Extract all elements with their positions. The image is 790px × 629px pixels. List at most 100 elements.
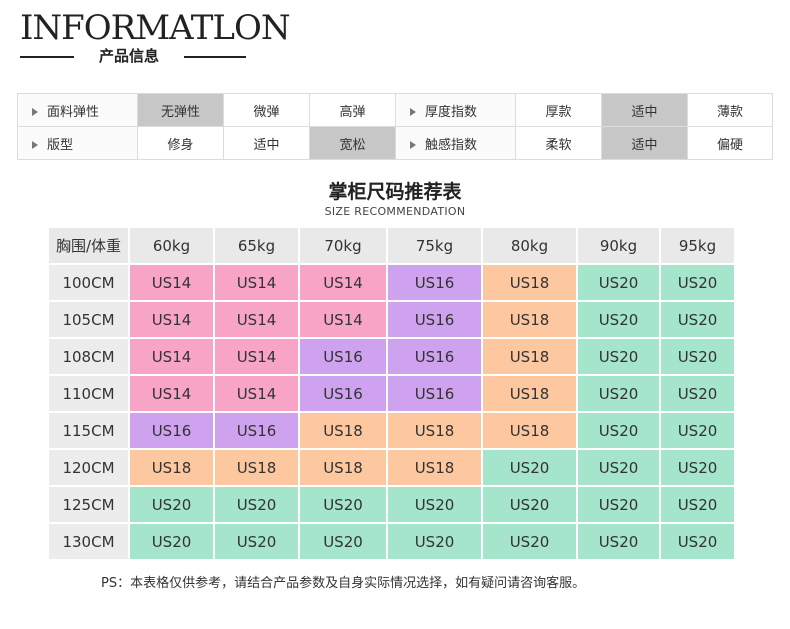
size-cell: US20 — [661, 524, 734, 559]
size-cell: US14 — [215, 376, 298, 411]
triangle-right-icon — [32, 108, 38, 116]
size-cell: US16 — [388, 302, 481, 337]
column-header-weight: 90kg — [578, 228, 659, 263]
size-cell: US20 — [578, 413, 659, 448]
size-cell: US14 — [130, 302, 213, 337]
size-table-corner-header: 胸围/体重 — [49, 228, 128, 263]
divider-line-right — [184, 56, 246, 58]
info-option: 高弹 — [309, 93, 396, 127]
page-title: INFORMATLON — [20, 8, 291, 48]
info-label-text: 厚度指数 — [425, 104, 478, 120]
size-cell: US14 — [130, 265, 213, 300]
info-label-text: 触感指数 — [425, 137, 478, 153]
size-cell: US20 — [483, 450, 576, 485]
size-cell: US16 — [388, 265, 481, 300]
size-row: 115CM US16 US16 US18 US18 US18 US20 US20 — [49, 413, 734, 448]
size-cell: US16 — [215, 413, 298, 448]
column-header-weight: 65kg — [215, 228, 298, 263]
size-cell: US14 — [215, 302, 298, 337]
info-option: 薄款 — [687, 93, 773, 127]
size-cell: US16 — [300, 339, 386, 374]
info-option-selected: 无弹性 — [137, 93, 224, 127]
size-cell: US20 — [578, 487, 659, 522]
product-info-table: 面料弹性 无弹性 微弹 高弹 厚度指数 厚款 适中 薄款 版型 修身 适中 宽松 触感指数 柔软 适中 偏硬 — [17, 93, 773, 160]
size-cell: US20 — [300, 487, 386, 522]
size-cell: US20 — [661, 450, 734, 485]
size-cell: US20 — [578, 524, 659, 559]
size-cell: US14 — [215, 265, 298, 300]
column-header-weight: 75kg — [388, 228, 481, 263]
size-cell: US20 — [661, 376, 734, 411]
row-header-chest: 125CM — [49, 487, 128, 522]
size-cell: US20 — [661, 413, 734, 448]
info-option: 适中 — [223, 126, 310, 160]
size-cell: US20 — [578, 339, 659, 374]
info-row: 版型 修身 适中 宽松 触感指数 柔软 适中 偏硬 — [17, 126, 773, 160]
size-cell: US18 — [388, 413, 481, 448]
size-row: 100CM US14 US14 US14 US16 US18 US20 US20 — [49, 265, 734, 300]
row-header-chest: 130CM — [49, 524, 128, 559]
column-header-weight: 80kg — [483, 228, 576, 263]
size-cell: US20 — [578, 376, 659, 411]
info-option: 修身 — [137, 126, 224, 160]
size-cell: US20 — [483, 487, 576, 522]
size-cell: US16 — [388, 339, 481, 374]
row-header-chest: 108CM — [49, 339, 128, 374]
row-header-chest: 120CM — [49, 450, 128, 485]
info-label: 触感指数 — [395, 126, 516, 160]
size-cell: US14 — [300, 265, 386, 300]
size-cell: US20 — [300, 524, 386, 559]
size-cell: US18 — [215, 450, 298, 485]
size-cell: US18 — [483, 413, 576, 448]
row-header-chest: 100CM — [49, 265, 128, 300]
size-cell: US18 — [483, 265, 576, 300]
info-option-selected: 适中 — [601, 126, 688, 160]
size-cell: US18 — [300, 413, 386, 448]
page-subtitle: 产品信息 — [98, 47, 159, 65]
info-label: 版型 — [17, 126, 138, 160]
size-row: 110CM US14 US14 US16 US16 US18 US20 US20 — [49, 376, 734, 411]
size-row: 125CM US20 US20 US20 US20 US20 US20 US20 — [49, 487, 734, 522]
size-cell: US18 — [483, 302, 576, 337]
triangle-right-icon — [32, 141, 38, 149]
size-cell: US20 — [215, 524, 298, 559]
size-row: 108CM US14 US14 US16 US16 US18 US20 US20 — [49, 339, 734, 374]
triangle-right-icon — [410, 108, 416, 116]
size-table-title: 掌柜尺码推荐表 — [328, 181, 462, 203]
info-option-selected: 宽松 — [309, 126, 396, 160]
size-cell: US20 — [661, 265, 734, 300]
size-cell: US14 — [130, 339, 213, 374]
size-cell: US18 — [388, 450, 481, 485]
column-header-weight: 70kg — [300, 228, 386, 263]
size-cell: US20 — [661, 339, 734, 374]
size-cell: US20 — [388, 487, 481, 522]
size-cell: US16 — [388, 376, 481, 411]
size-row: 105CM US14 US14 US14 US16 US18 US20 US20 — [49, 302, 734, 337]
size-cell: US20 — [483, 524, 576, 559]
size-recommendation-table: 胸围/体重 60kg 65kg 70kg 75kg 80kg 90kg 95kg 100CM… — [47, 226, 736, 561]
size-cell: US16 — [300, 376, 386, 411]
size-cell: US16 — [130, 413, 213, 448]
row-header-chest: 105CM — [49, 302, 128, 337]
size-cell: US20 — [578, 450, 659, 485]
page-subtitle-block: 产品信息 — [20, 46, 246, 66]
triangle-right-icon — [410, 141, 416, 149]
size-cell: US20 — [130, 487, 213, 522]
size-cell: US18 — [130, 450, 213, 485]
size-cell: US18 — [300, 450, 386, 485]
size-cell: US20 — [661, 302, 734, 337]
size-row: 130CM US20 US20 US20 US20 US20 US20 US20 — [49, 524, 734, 559]
size-cell: US18 — [483, 339, 576, 374]
info-label: 厚度指数 — [395, 93, 516, 127]
size-cell: US20 — [578, 265, 659, 300]
size-cell: US18 — [483, 376, 576, 411]
row-header-chest: 110CM — [49, 376, 128, 411]
size-row: 120CM US18 US18 US18 US18 US20 US20 US20 — [49, 450, 734, 485]
info-label: 面料弹性 — [17, 93, 138, 127]
info-option: 微弹 — [223, 93, 310, 127]
size-cell: US14 — [215, 339, 298, 374]
info-option-selected: 适中 — [601, 93, 688, 127]
size-cell: US20 — [388, 524, 481, 559]
size-cell: US20 — [578, 302, 659, 337]
column-header-weight: 60kg — [130, 228, 213, 263]
